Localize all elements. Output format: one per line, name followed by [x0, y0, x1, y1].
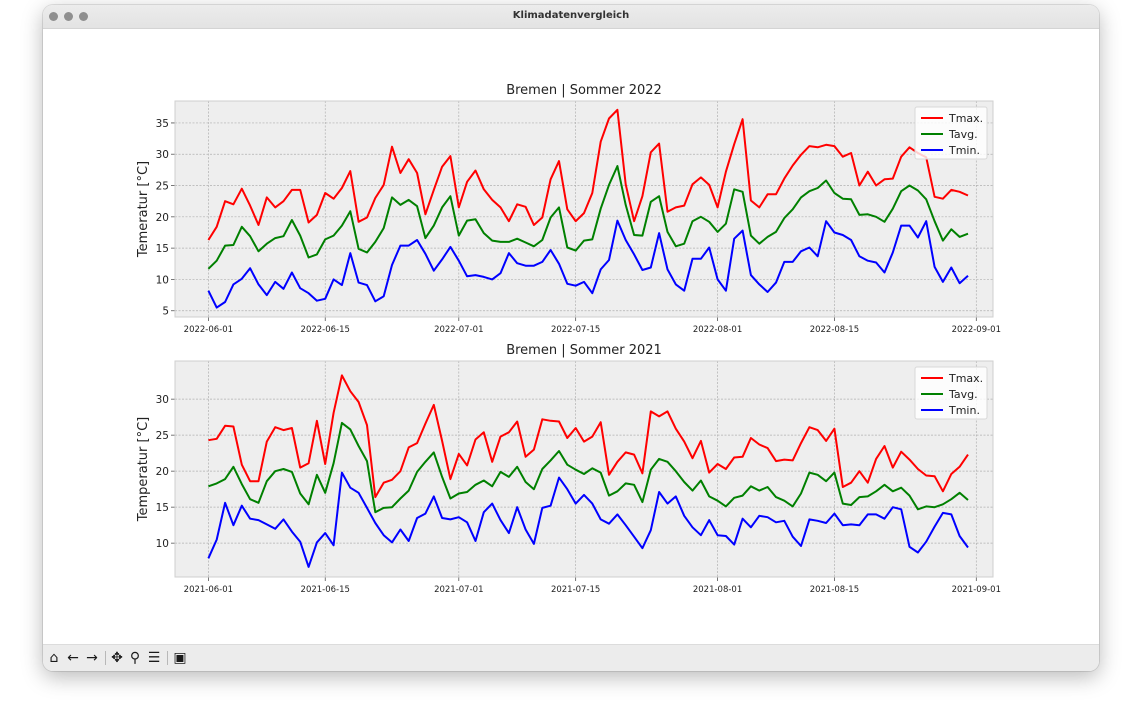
save-icon[interactable]: ▣ — [173, 650, 187, 666]
figure-canvas[interactable]: 5 10 15 20 25 30 35 2022-06-01 2022-06-15 2022-07… — [43, 29, 1099, 644]
x-tick-label: 2021-07-15 — [551, 585, 600, 595]
legend — [914, 106, 988, 160]
x-tick-label: 2022-08-15 — [810, 325, 859, 335]
x-tick-label: 2022-07-15 — [551, 325, 600, 335]
x-tick-label: 2022-06-15 — [301, 325, 350, 335]
navigation-toolbar: ⌂ ← → ✥ ⚲ ☰ ▣ — [43, 644, 1099, 671]
y-axis-label: Temperatur [°C] — [136, 417, 151, 523]
chart-panel-2: 10 15 20 25 30 2021-06-01 2021-06-15 2021-07-01… — [136, 343, 1001, 595]
x-tick-label: 2022-06-01 — [184, 325, 233, 335]
x-tick-label: 2021-06-15 — [301, 585, 350, 595]
legend-label: Tavg. — [948, 388, 978, 401]
y-tick-label: 15 — [156, 243, 169, 255]
y-tick-label: 15 — [156, 502, 169, 514]
y-tick-label: 5 — [162, 306, 169, 318]
series-line-tmax[interactable] — [208, 374, 969, 499]
y-tick-label: 10 — [156, 538, 169, 550]
series-line-tavg[interactable] — [207, 165, 969, 270]
y-tick-label: 20 — [156, 466, 169, 478]
x-tick-label: 2021-09-01 — [952, 585, 1001, 595]
arrow-left-icon[interactable]: ← — [67, 650, 79, 666]
x-tick-label: 2022-07-01 — [434, 325, 483, 335]
legend-label: Tmin. — [948, 404, 980, 417]
series-line-tmax[interactable] — [207, 108, 969, 241]
home-icon[interactable]: ⌂ — [49, 650, 59, 666]
arrow-right-icon[interactable]: → — [86, 650, 98, 666]
chart-panel-1: 5 10 15 20 25 30 35 2022-06-01 2022-06-15 2022-07… — [136, 83, 1001, 335]
move-icon[interactable]: ✥ — [111, 650, 123, 666]
chart-title: Bremen | Sommer 2021 — [506, 343, 662, 358]
x-tick-label: 2022-08-01 — [693, 325, 742, 335]
toolbar-separator — [105, 651, 106, 665]
x-tick-label: 2022-09-01 — [952, 325, 1001, 335]
x-tick-label: 2021-08-15 — [810, 585, 859, 595]
legend-label: Tmin. — [948, 144, 980, 157]
magnifier-icon[interactable]: ⚲ — [129, 650, 141, 666]
y-tick-label: 20 — [156, 212, 169, 224]
y-tick-label: 25 — [156, 430, 169, 442]
app-window: Klimadatenvergleich 5 10 15 20 25 30 35 2022-06… — [43, 5, 1099, 671]
y-tick-label: 30 — [156, 394, 169, 406]
sliders-icon[interactable]: ☰ — [147, 650, 161, 666]
chart-title: Bremen | Sommer 2022 — [506, 83, 662, 98]
series-line-tmin[interactable] — [207, 471, 969, 568]
axes-frame — [174, 100, 994, 318]
zoom-window-button[interactable] — [79, 12, 88, 21]
legend-label: Tmax. — [948, 112, 983, 125]
title-bar: Klimadatenvergleich — [43, 5, 1099, 29]
y-tick-label: 10 — [156, 274, 169, 286]
series-line-tmin[interactable] — [207, 219, 969, 309]
y-tick-label: 35 — [156, 118, 169, 130]
plot-area[interactable] — [175, 361, 993, 577]
x-tick-label: 2021-06-01 — [184, 585, 233, 595]
x-tick-label: 2021-08-01 — [693, 585, 742, 595]
close-window-button[interactable] — [49, 12, 58, 21]
legend-label: Tavg. — [948, 128, 978, 141]
y-tick-label: 30 — [156, 149, 169, 161]
series-line-tavg[interactable] — [208, 421, 969, 514]
minimize-window-button[interactable] — [64, 12, 73, 21]
window-title: Klimadatenvergleich — [512, 10, 630, 21]
legend-label: Tmax. — [948, 372, 983, 385]
y-tick-label: 25 — [156, 181, 169, 193]
x-tick-label: 2021-07-01 — [434, 585, 483, 595]
toolbar-separator — [167, 651, 168, 665]
axes-frame — [174, 360, 994, 578]
legend — [914, 366, 988, 420]
y-axis-label: Temeratur [°C] — [136, 161, 151, 258]
